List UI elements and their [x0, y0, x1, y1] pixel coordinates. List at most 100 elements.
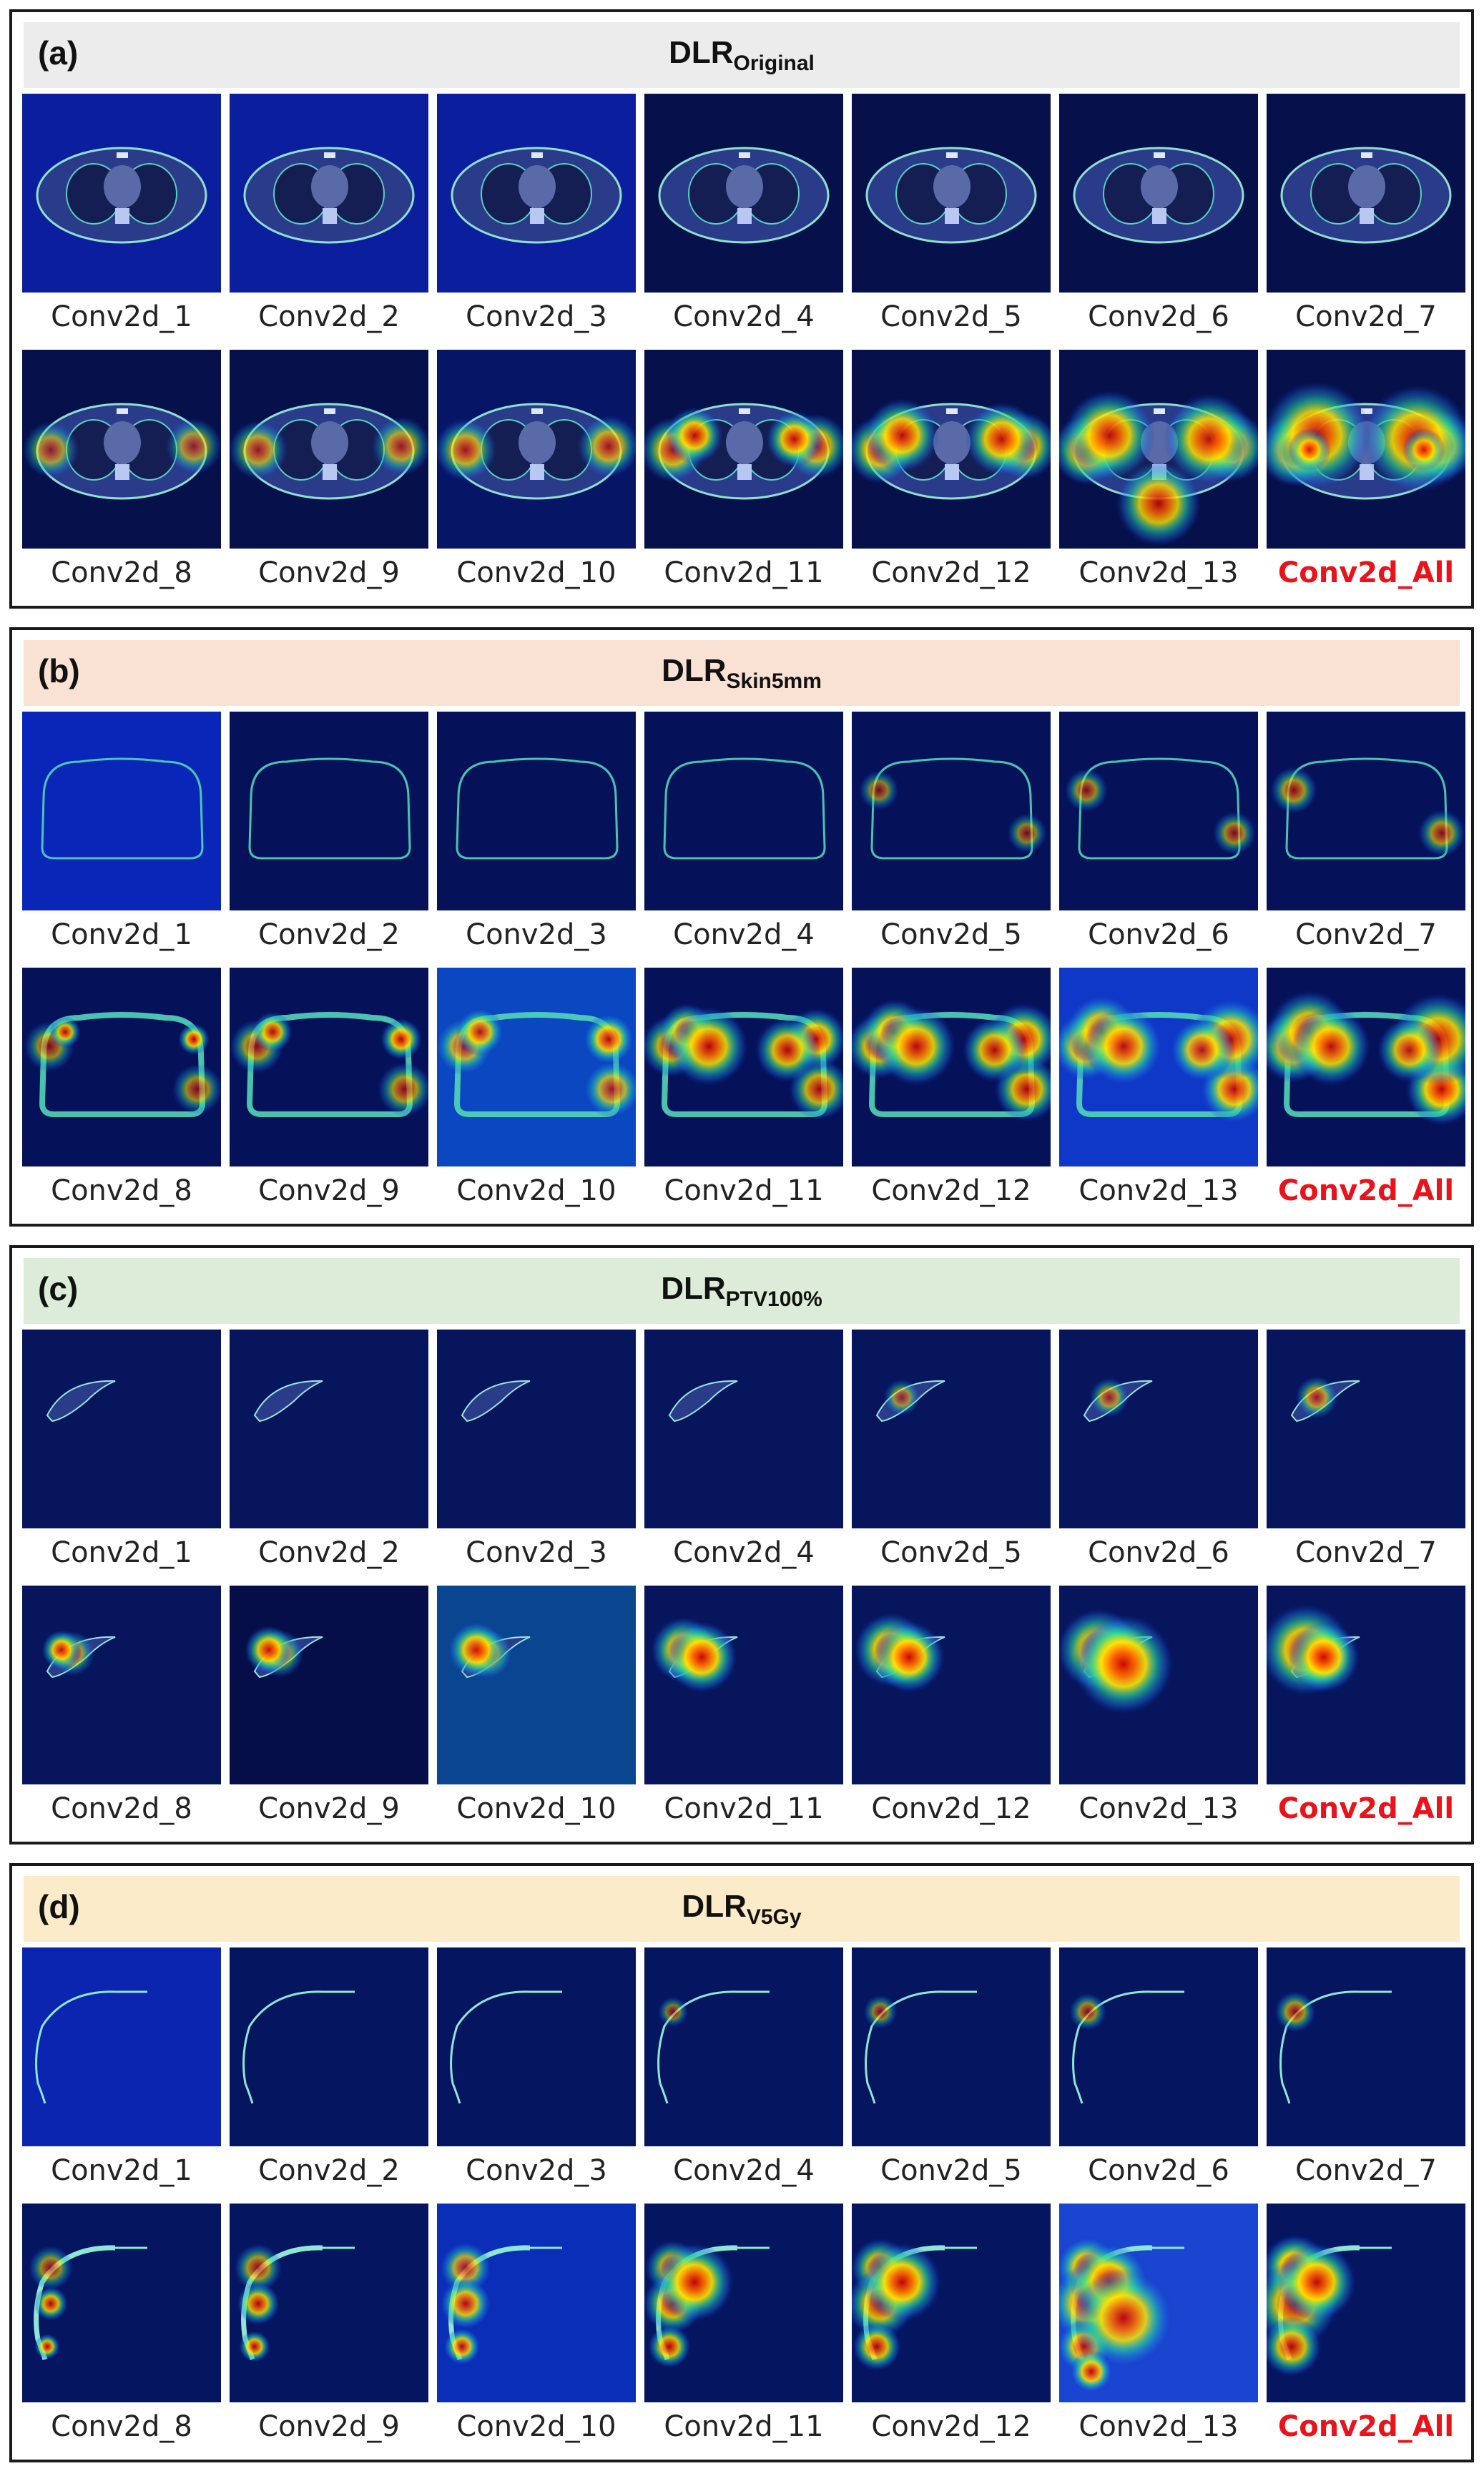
layer-caption: Conv2d_9	[258, 2410, 400, 2443]
feature-map-cell: Conv2d_4	[644, 94, 843, 341]
layer-caption: Conv2d_12	[871, 1792, 1031, 1825]
heatmap-image	[22, 2204, 221, 2402]
layer-caption: Conv2d_10	[456, 2410, 616, 2443]
feature-map-cell: Conv2d_12	[852, 2204, 1051, 2451]
heatmap-image	[230, 1947, 428, 2146]
heatmap-image	[852, 968, 1051, 1166]
heatmap-image	[644, 1947, 843, 2146]
layer-caption: Conv2d_13	[1078, 1174, 1239, 1207]
layer-caption: Conv2d_12	[871, 556, 1031, 589]
feature-map-cell: Conv2d_6	[1059, 1947, 1258, 2195]
panel-label: (c)	[38, 1270, 79, 1307]
heatmap-image	[644, 94, 843, 293]
layer-caption: Conv2d_5	[880, 918, 1022, 951]
heatmap-image	[1059, 94, 1258, 293]
layer-caption: Conv2d_8	[51, 1174, 192, 1207]
heatmap-image	[437, 350, 636, 549]
panel-header: (d) DLRV5Gy	[24, 1876, 1460, 1942]
feature-map-cell: Conv2d_10	[437, 2204, 636, 2451]
heatmap-image	[1267, 712, 1465, 910]
heatmap-image	[230, 94, 428, 293]
feature-map-cell: Conv2d_13	[1059, 350, 1258, 597]
feature-map-row: Conv2d_8 Conv2d_9 Conv2d_10 Conv2d_11 Conv2d…	[22, 1586, 1465, 1833]
feature-map-cell: Conv2d_3	[437, 712, 636, 959]
panel-a: (a) DLROriginal Conv2d_1 Conv2d_2 Conv2d_3 Co…	[9, 9, 1474, 609]
feature-map-cell: Conv2d_7	[1267, 712, 1465, 959]
layer-caption: Conv2d_8	[51, 556, 192, 589]
feature-map-cell: Conv2d_7	[1267, 1947, 1465, 2195]
layer-caption: Conv2d_3	[466, 1536, 607, 1569]
layer-caption: Conv2d_10	[456, 1174, 616, 1207]
panel-title-main: DLR	[669, 35, 734, 70]
feature-map-cell: Conv2d_8	[22, 1586, 221, 1833]
feature-map-row: Conv2d_1 Conv2d_2 Conv2d_3 Conv2d_4 Conv2d_5…	[22, 94, 1465, 341]
heatmap-image	[644, 1330, 843, 1528]
panel-label: (a)	[38, 34, 79, 72]
feature-map-row: Conv2d_1 Conv2d_2 Conv2d_3 Conv2d_4 Conv2d_5…	[22, 1330, 1465, 1577]
heatmap-image	[1267, 1947, 1465, 2146]
layer-caption: Conv2d_3	[466, 2154, 607, 2187]
feature-map-cell: Conv2d_3	[437, 94, 636, 341]
feature-map-cell: Conv2d_11	[644, 968, 843, 1215]
layer-caption: Conv2d_9	[258, 1174, 400, 1207]
layer-caption: Conv2d_1	[51, 1536, 192, 1569]
heatmap-image	[644, 1586, 843, 1784]
layer-caption: Conv2d_6	[1088, 300, 1229, 333]
heatmap-image	[1267, 94, 1465, 293]
layer-caption: Conv2d_All	[1277, 2410, 1455, 2443]
feature-map-cell: Conv2d_All	[1267, 350, 1465, 597]
heatmap-image	[644, 350, 843, 549]
feature-map-cell: Conv2d_4	[644, 712, 843, 959]
feature-map-cell: Conv2d_5	[852, 94, 1051, 341]
feature-map-cell: Conv2d_2	[230, 94, 428, 341]
panel-label: (d)	[38, 1888, 80, 1925]
feature-map-cell: Conv2d_11	[644, 1586, 843, 1833]
layer-caption: Conv2d_4	[673, 1536, 815, 1569]
layer-caption: Conv2d_4	[673, 300, 815, 333]
panel-title: DLRV5Gy	[24, 1889, 1460, 1930]
feature-map-row: Conv2d_8 Conv2d_9 Conv2d_10 Conv2d_11 Conv2d…	[22, 350, 1465, 597]
feature-map-cell: Conv2d_5	[852, 1947, 1051, 2195]
layer-caption: Conv2d_6	[1088, 2154, 1229, 2187]
feature-map-cell: Conv2d_11	[644, 2204, 843, 2451]
heatmap-image	[1267, 968, 1465, 1166]
feature-map-cell: Conv2d_4	[644, 1947, 843, 2195]
heatmap-image	[437, 94, 636, 293]
feature-map-grid: Conv2d_1 Conv2d_2 Conv2d_3 Conv2d_4 Conv2d_5…	[22, 712, 1465, 1224]
heatmap-image	[1059, 350, 1258, 549]
layer-caption: Conv2d_All	[1277, 1174, 1455, 1207]
heatmap-image	[852, 1947, 1051, 2146]
layer-caption: Conv2d_10	[456, 1792, 616, 1825]
heatmap-image	[437, 1586, 636, 1784]
panel-c: (c) DLRPTV100% Conv2d_1 Conv2d_2 Conv2d_3 Con…	[9, 1245, 1474, 1844]
layer-caption: Conv2d_3	[466, 300, 607, 333]
layer-caption: Conv2d_All	[1277, 556, 1455, 589]
heatmap-image	[1267, 350, 1465, 549]
layer-caption: Conv2d_2	[258, 1536, 400, 1569]
feature-map-cell: Conv2d_6	[1059, 94, 1258, 341]
layer-caption: Conv2d_13	[1078, 556, 1239, 589]
feature-map-cell: Conv2d_12	[852, 968, 1051, 1215]
feature-map-cell: Conv2d_12	[852, 350, 1051, 597]
feature-map-cell: Conv2d_9	[230, 2204, 428, 2451]
heatmap-image	[230, 2204, 428, 2402]
panel-title: DLRPTV100%	[24, 1271, 1460, 1312]
heatmap-image	[22, 1947, 221, 2146]
feature-map-cell: Conv2d_1	[22, 94, 221, 341]
feature-map-cell: Conv2d_5	[852, 712, 1051, 959]
feature-map-cell: Conv2d_11	[644, 350, 843, 597]
layer-caption: Conv2d_1	[51, 918, 192, 951]
heatmap-image	[1267, 1586, 1465, 1784]
feature-map-cell: Conv2d_13	[1059, 968, 1258, 1215]
layer-caption: Conv2d_6	[1088, 918, 1229, 951]
feature-map-cell: Conv2d_9	[230, 1586, 428, 1833]
feature-map-cell: Conv2d_7	[1267, 94, 1465, 341]
panel-b: (b) DLRSkin5mm Conv2d_1 Conv2d_2 Conv2d_3 Con…	[9, 627, 1474, 1227]
heatmap-image	[22, 712, 221, 910]
heatmap-image	[437, 1330, 636, 1528]
layer-caption: Conv2d_7	[1295, 2154, 1437, 2187]
feature-map-cell: Conv2d_1	[22, 712, 221, 959]
feature-map-cell: Conv2d_5	[852, 1330, 1051, 1577]
heatmap-image	[852, 94, 1051, 293]
layer-caption: Conv2d_1	[51, 300, 192, 333]
